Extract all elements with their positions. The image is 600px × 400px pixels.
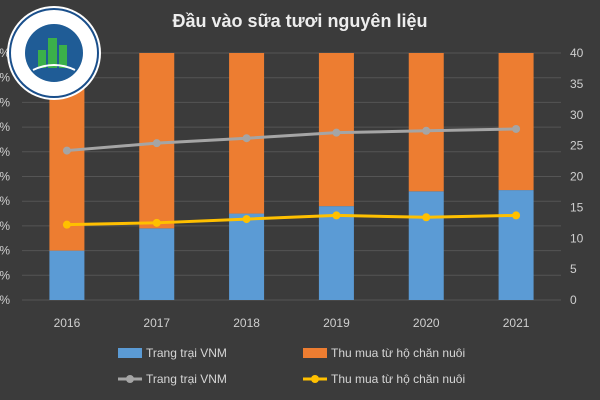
left-tick-label: 100% bbox=[0, 46, 10, 60]
legend-swatch bbox=[303, 348, 327, 358]
line-trang-trai bbox=[66, 127, 517, 153]
bar-thu-mua-2020 bbox=[408, 53, 444, 192]
legend-label: Thu mua từ hộ chăn nuôi bbox=[331, 372, 465, 386]
left-tick-label: 70% bbox=[0, 120, 10, 134]
left-tick-label: 0% bbox=[0, 293, 10, 307]
left-tick-label: 60% bbox=[0, 145, 10, 159]
left-tick-label: 90% bbox=[0, 71, 10, 85]
x-tick-label: 2020 bbox=[413, 316, 440, 330]
point-thu-mua-2018 bbox=[242, 215, 251, 224]
axes: 0% 10% 20% 30% 40% 50% 60% 70% 80% 90% 100% 0 5 10 15 2… bbox=[0, 46, 584, 330]
point-thu-mua-2017 bbox=[152, 218, 161, 227]
point-thu-mua-2021 bbox=[512, 211, 521, 220]
point-trang-trai-2016 bbox=[62, 146, 71, 155]
point-thu-mua-2016 bbox=[62, 220, 71, 229]
x-tick-label: 2017 bbox=[143, 316, 170, 330]
lines bbox=[62, 124, 521, 229]
legend-item-1: Trang trại VNM bbox=[118, 346, 227, 360]
point-trang-trai-2018 bbox=[242, 134, 251, 143]
left-tick-label: 20% bbox=[0, 244, 10, 258]
legend-label: Trang trại VNM bbox=[146, 346, 227, 360]
right-tick-label: 10 bbox=[570, 231, 584, 245]
bars bbox=[49, 53, 534, 300]
chart-title: Đầu vào sữa tươi nguyên liệu bbox=[173, 11, 428, 31]
bar-trang-trai-2018 bbox=[229, 213, 265, 300]
x-tick-label: 2016 bbox=[54, 316, 81, 330]
bar-trang-trai-2017 bbox=[139, 228, 175, 300]
x-tick-label: 2021 bbox=[503, 316, 530, 330]
legend-item-2: Thu mua từ hộ chăn nuôi bbox=[303, 346, 465, 360]
right-tick-label: 0 bbox=[570, 293, 577, 307]
legend-label: Thu mua từ hộ chăn nuôi bbox=[331, 346, 465, 360]
legend-item-3: Trang trại VNM bbox=[118, 372, 227, 386]
legend-label: Trang trại VNM bbox=[146, 372, 227, 386]
grid bbox=[22, 52, 561, 301]
left-tick-label: 80% bbox=[0, 95, 10, 109]
bar-trang-trai-2019 bbox=[318, 206, 354, 300]
right-tick-label: 40 bbox=[570, 46, 584, 60]
right-tick-label: 25 bbox=[570, 139, 584, 153]
legend-swatch bbox=[118, 348, 142, 358]
right-tick-label: 35 bbox=[570, 77, 584, 91]
x-tick-label: 2018 bbox=[233, 316, 260, 330]
right-tick-label: 30 bbox=[570, 108, 584, 122]
point-thu-mua-2019 bbox=[332, 211, 341, 220]
point-trang-trai-2021 bbox=[512, 124, 521, 133]
legend: Trang trại VNM Thu mua từ hộ chăn nuôi Tra… bbox=[118, 346, 465, 386]
left-tick-label: 40% bbox=[0, 194, 10, 208]
point-trang-trai-2020 bbox=[422, 126, 431, 135]
line-thu-mua bbox=[66, 213, 517, 227]
legend-marker bbox=[126, 375, 134, 383]
x-tick-label: 2019 bbox=[323, 316, 350, 330]
legend-item-4: Thu mua từ hộ chăn nuôi bbox=[303, 372, 465, 386]
left-tick-label: 10% bbox=[0, 268, 10, 282]
logo-outer-ring bbox=[9, 8, 99, 98]
logo-buildings-icon bbox=[38, 38, 67, 68]
left-tick-label: 50% bbox=[0, 170, 10, 184]
bar-thu-mua-2021 bbox=[498, 53, 534, 191]
bar-thu-mua-2018 bbox=[229, 53, 265, 214]
point-trang-trai-2019 bbox=[332, 128, 341, 137]
bar-trang-trai-2020 bbox=[408, 191, 444, 300]
left-tick-label: 30% bbox=[0, 219, 10, 233]
right-tick-label: 15 bbox=[570, 200, 584, 214]
point-trang-trai-2017 bbox=[152, 139, 161, 148]
legend-marker bbox=[311, 375, 319, 383]
watermark-logo bbox=[7, 6, 101, 100]
logo-swoosh-icon bbox=[32, 64, 76, 71]
point-thu-mua-2020 bbox=[422, 213, 431, 222]
bar-trang-trai-2021 bbox=[498, 190, 534, 300]
right-tick-label: 5 bbox=[570, 262, 577, 276]
bar-trang-trai-2016 bbox=[49, 250, 85, 300]
right-tick-label: 20 bbox=[570, 170, 584, 184]
